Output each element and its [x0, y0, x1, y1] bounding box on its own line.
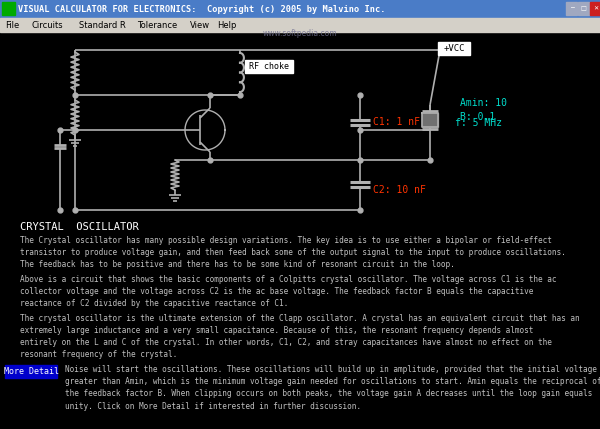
Text: VISUAL CALCULATOR FOR ELECTRONICS:  Copyright (c) 2005 by Malvino Inc.: VISUAL CALCULATOR FOR ELECTRONICS: Copyr… [18, 4, 386, 13]
Text: B: 0.1: B: 0.1 [460, 112, 495, 122]
Bar [438, 42, 470, 55]
Text: f: 5 MHz: f: 5 MHz [455, 118, 502, 128]
Bar [5, 365, 57, 378]
Text: Help: Help [217, 21, 236, 30]
Bar [245, 60, 293, 73]
Bar [0, 0, 600, 18]
Text: View: View [190, 21, 211, 30]
Text: Above is a circuit that shows the basic components of a Colpitts crystal oscilla: Above is a circuit that shows the basic … [20, 275, 557, 308]
Text: Circuits: Circuits [32, 21, 64, 30]
Text: C2: 10 nF: C2: 10 nF [373, 185, 426, 195]
Text: +VCC: +VCC [443, 44, 465, 53]
Text: C1: 1 nF: C1: 1 nF [373, 117, 420, 127]
Text: Noise will start the oscillations. These oscillations will build up in amplitude: Noise will start the oscillations. These… [65, 365, 600, 411]
Bar [2, 2, 15, 15]
Text: The crystal oscillator is the ultimate extension of the Clapp oscillator. A crys: The crystal oscillator is the ultimate e… [20, 314, 580, 360]
Text: □: □ [581, 6, 586, 11]
Bar [422, 113, 438, 127]
Text: The Crystal oscillator has many possible design variations. The key idea is to u: The Crystal oscillator has many possible… [20, 236, 566, 269]
Text: ─: ─ [569, 6, 574, 11]
Text: www.softpedia.com: www.softpedia.com [263, 28, 337, 37]
Text: Standard R: Standard R [79, 21, 126, 30]
Text: Tolerance: Tolerance [137, 21, 178, 30]
Text: ✕: ✕ [593, 6, 598, 11]
Bar [578, 2, 589, 15]
Text: More Detail: More Detail [4, 367, 59, 376]
Bar [566, 2, 577, 15]
Text: RF choke: RF choke [249, 62, 289, 71]
Text: CRYSTAL  OSCILLATOR: CRYSTAL OSCILLATOR [20, 222, 139, 232]
Bar [0, 18, 600, 32]
Text: Amin: 10: Amin: 10 [460, 98, 507, 108]
Bar [590, 2, 600, 15]
Text: File: File [5, 21, 19, 30]
